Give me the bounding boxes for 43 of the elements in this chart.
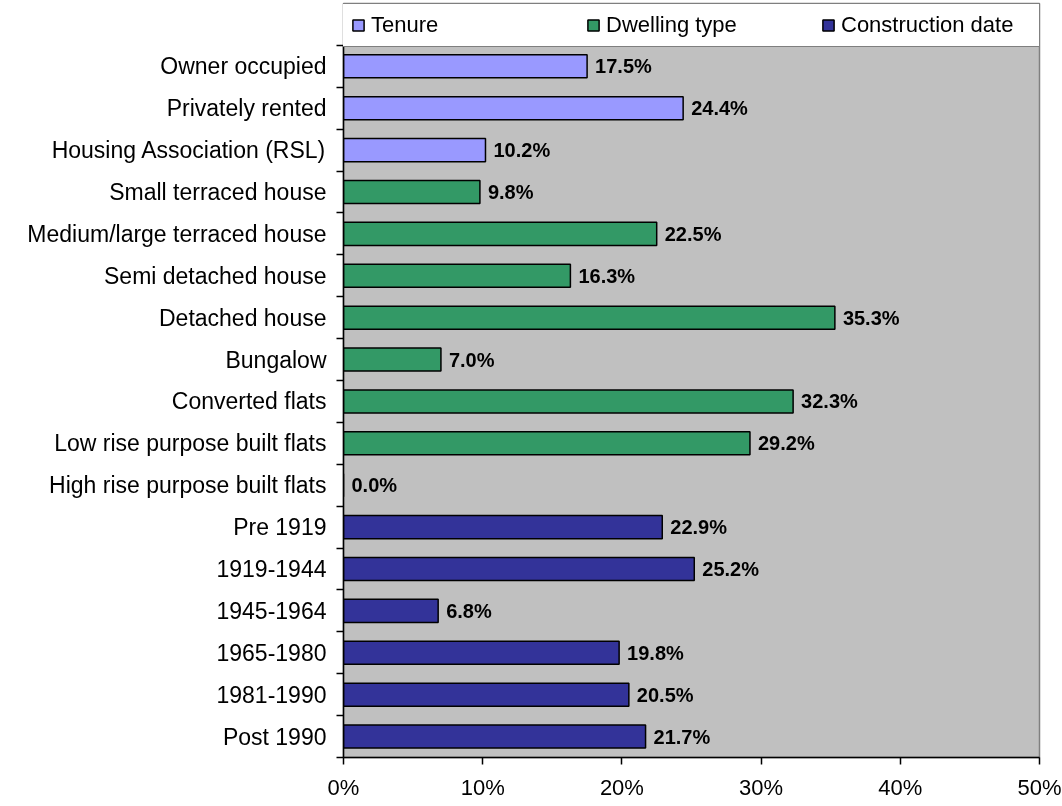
data-label: 25.2% [702,558,760,580]
data-label: 24.4% [691,97,749,120]
y-tick-label: Low rise purpose built flats [54,430,327,457]
y-tick-label: Converted flats [171,388,327,415]
data-label: 22.9% [670,516,728,539]
data-label: 9.8% [487,181,534,203]
y-tick-label: Small terraced house [109,179,327,205]
data-label: 19.8% [627,641,685,664]
y-tick-label: Bungalow [225,346,327,373]
y-tick-label: 1919-1944 [216,556,327,582]
legend-label: Construction date [841,12,1015,38]
y-tick-label: Housing Association (RSL) [51,137,326,164]
legend-label: Dwelling type [606,12,738,38]
data-label: 35.3% [842,306,900,329]
x-tick-label: 10% [460,774,505,800]
y-tick-label: Post 1990 [222,723,327,750]
data-label: 17.5% [595,55,653,78]
x-tick-label: 0% [327,774,360,800]
y-tick-label: High rise purpose built flats [49,472,327,499]
data-label: 6.8% [446,599,492,622]
y-tick-label: 1981-1990 [216,681,327,708]
data-label: 22.5% [664,222,722,245]
x-tick-label: 50% [1017,774,1062,800]
y-tick-label: Medium/large terraced house [27,220,327,247]
x-tick-label: 20% [599,774,644,800]
y-tick-label: Detached house [158,304,327,331]
x-tick-label: 40% [878,774,923,800]
data-label: 29.2% [757,432,815,455]
data-label: 10.2% [493,139,551,162]
y-tick-label: Privately rented [166,95,327,122]
data-label: 16.3% [578,264,636,287]
data-label: 20.5% [636,683,694,706]
data-label: 32.3% [801,390,859,413]
data-label: 21.7% [653,725,711,748]
y-tick-label: 1945-1964 [216,597,327,624]
legend-label: Tenure [371,12,440,38]
y-tick-label: Pre 1919 [233,514,327,541]
y-tick-label: Semi detached house [104,262,327,289]
y-tick-label: 1965-1980 [216,639,327,666]
data-label: 7.0% [448,348,495,371]
x-tick-label: 30% [739,774,784,800]
data-label: 0.0% [351,474,398,497]
y-tick-label: Owner occupied [160,53,327,80]
